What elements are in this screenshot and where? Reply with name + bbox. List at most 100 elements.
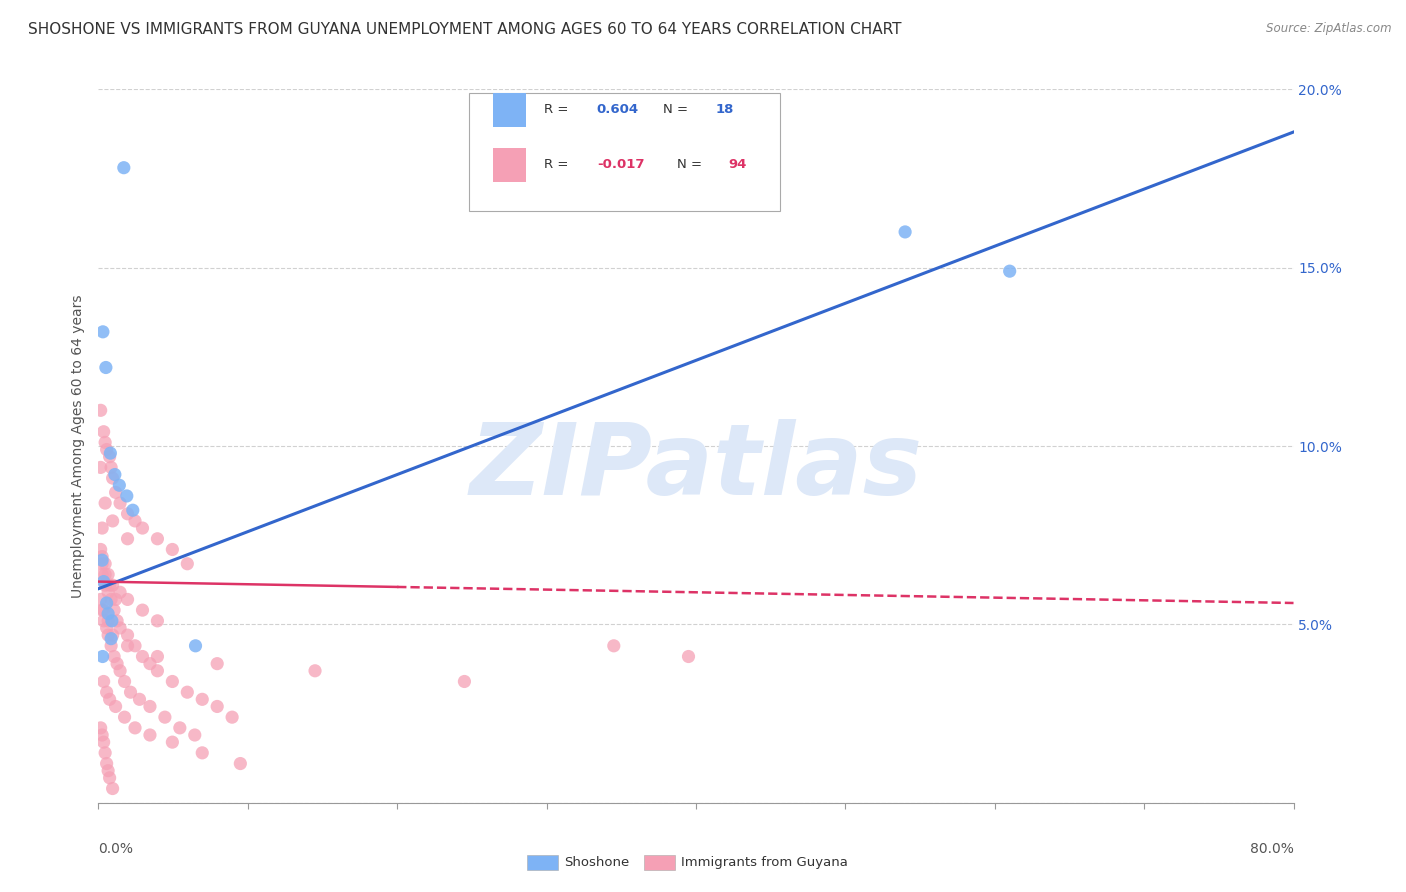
Point — [100, 632, 122, 646]
Point — [97, 614, 120, 628]
Point — [90, 592, 112, 607]
Point — [94, 557, 117, 571]
Text: SHOSHONE VS IMMIGRANTS FROM GUYANA UNEMPLOYMENT AMONG AGES 60 TO 64 YEARS CORREL: SHOSHONE VS IMMIGRANTS FROM GUYANA UNEMP… — [28, 22, 901, 37]
Point — [108, 478, 131, 492]
Point — [90, 542, 112, 557]
Point — [97, 585, 120, 599]
Point — [97, 607, 120, 621]
Text: R =: R = — [544, 103, 572, 116]
Point — [139, 657, 162, 671]
Point — [131, 603, 153, 617]
Point — [90, 460, 112, 475]
Point — [117, 639, 139, 653]
Point — [131, 521, 153, 535]
Point — [101, 514, 124, 528]
Text: N =: N = — [662, 103, 692, 116]
Text: 18: 18 — [716, 103, 734, 116]
Point — [104, 699, 127, 714]
Text: ZIPatlas: ZIPatlas — [470, 419, 922, 516]
Point — [98, 450, 121, 464]
Point — [124, 514, 146, 528]
Point — [184, 728, 207, 742]
Point — [117, 507, 139, 521]
Text: N =: N = — [676, 159, 706, 171]
Point — [108, 621, 131, 635]
Point — [91, 728, 114, 742]
Point — [98, 771, 121, 785]
Text: Immigrants from Guyana: Immigrants from Guyana — [681, 856, 848, 869]
Point — [94, 360, 117, 375]
Point — [101, 614, 124, 628]
Point — [191, 692, 214, 706]
Point — [101, 781, 124, 796]
Point — [101, 578, 124, 592]
Point — [105, 614, 128, 628]
Point — [91, 649, 114, 664]
Point — [112, 161, 135, 175]
Point — [93, 425, 115, 439]
Point — [104, 485, 127, 500]
Point — [98, 692, 121, 706]
Point — [146, 614, 169, 628]
Point — [100, 446, 122, 460]
FancyBboxPatch shape — [494, 93, 526, 127]
Point — [90, 721, 112, 735]
Point — [229, 756, 252, 771]
Point — [205, 699, 228, 714]
Point — [120, 685, 142, 699]
Point — [94, 567, 117, 582]
Point — [101, 628, 124, 642]
Point — [105, 657, 128, 671]
Point — [103, 603, 125, 617]
FancyBboxPatch shape — [494, 148, 526, 182]
Point — [93, 735, 115, 749]
Point — [108, 585, 131, 599]
Text: 0.604: 0.604 — [596, 103, 638, 116]
Point — [603, 639, 626, 653]
Point — [96, 596, 118, 610]
Point — [114, 710, 136, 724]
Point — [169, 721, 191, 735]
Point — [91, 549, 114, 564]
Point — [96, 442, 118, 457]
Point — [117, 592, 139, 607]
Point — [124, 639, 146, 653]
Point — [131, 649, 153, 664]
Point — [205, 657, 228, 671]
Point — [96, 621, 118, 635]
Point — [94, 746, 117, 760]
Point — [184, 639, 207, 653]
Point — [91, 603, 114, 617]
Point — [103, 649, 125, 664]
Point — [121, 503, 143, 517]
Point — [93, 674, 115, 689]
Point — [153, 710, 176, 724]
Point — [93, 574, 115, 589]
Text: Shoshone: Shoshone — [564, 856, 628, 869]
Point — [91, 567, 114, 582]
Y-axis label: Unemployment Among Ages 60 to 64 years: Unemployment Among Ages 60 to 64 years — [72, 294, 86, 598]
Point — [91, 553, 114, 567]
Point — [678, 649, 700, 664]
Point — [94, 496, 117, 510]
Point — [93, 614, 115, 628]
Point — [101, 471, 124, 485]
Point — [115, 489, 138, 503]
Point — [146, 664, 169, 678]
Text: 94: 94 — [728, 159, 747, 171]
FancyBboxPatch shape — [470, 93, 780, 211]
Point — [304, 664, 326, 678]
Text: R =: R = — [544, 159, 572, 171]
Point — [124, 721, 146, 735]
Point — [139, 699, 162, 714]
Point — [94, 435, 117, 450]
Point — [90, 403, 112, 417]
Point — [894, 225, 917, 239]
Point — [91, 325, 114, 339]
Point — [108, 496, 131, 510]
Point — [97, 628, 120, 642]
Point — [100, 639, 122, 653]
Point — [91, 557, 114, 571]
Point — [97, 567, 120, 582]
Text: -0.017: -0.017 — [596, 159, 644, 171]
